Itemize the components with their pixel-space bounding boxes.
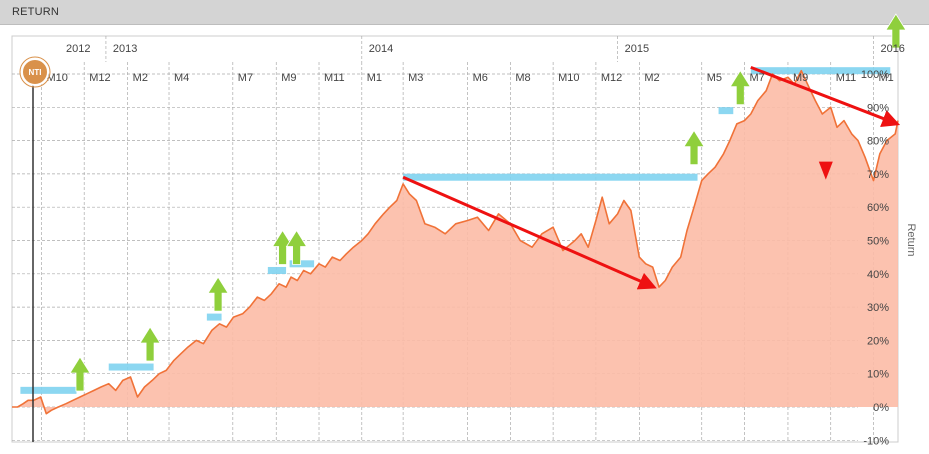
x-tick-label: M6	[473, 72, 488, 84]
x-tick-label: M9	[281, 72, 296, 84]
return-line	[12, 69, 899, 415]
x-tick-label: M12	[89, 72, 110, 84]
nti-badge[interactable]: NTI	[19, 56, 51, 88]
y-tick-label: 30%	[867, 302, 889, 314]
y-tick-label: 10%	[867, 369, 889, 381]
x-tick-label: M7	[749, 72, 764, 84]
return-series	[12, 69, 899, 415]
y-axis-title: Return	[905, 223, 917, 256]
badge-label: NTI	[29, 68, 42, 77]
y-tick-label: 20%	[867, 335, 889, 347]
level-bar	[289, 260, 315, 268]
x-tick-label: M3	[408, 72, 423, 84]
year-label: 2016	[880, 43, 904, 55]
x-tick-label: M2	[644, 72, 659, 84]
buy-signal-arrow	[285, 229, 308, 265]
y-tick-label: -10%	[863, 435, 889, 447]
badge-circle	[21, 58, 49, 86]
buy-signal-arrow	[139, 326, 161, 362]
x-tick-label: M8	[515, 72, 530, 84]
level-bar	[750, 67, 891, 75]
y-tick-label: 40%	[867, 269, 889, 281]
axes: -10% 0% 10% 20% 30% 40% 50% 60% 70% 80% 90% 100% 201…	[32, 43, 905, 447]
panel-header: RETURN	[0, 0, 929, 25]
x-tick-label: M9	[793, 72, 808, 84]
level-bar	[20, 386, 77, 394]
sell-signal-arrow	[818, 161, 833, 180]
level-bar	[108, 363, 154, 371]
y-tick-label: 70%	[867, 169, 889, 181]
x-tick-label: M1	[878, 72, 893, 84]
level-bars	[20, 67, 891, 394]
return-area	[12, 70, 898, 414]
y-tick-label: 90%	[867, 102, 889, 114]
x-tick-label: M2	[133, 72, 148, 84]
buy-signal-arrow	[683, 129, 705, 165]
badge-ring	[19, 56, 51, 88]
trend-arrow	[402, 175, 657, 290]
signals	[69, 13, 907, 392]
y-tick-label: 50%	[867, 236, 889, 248]
x-tick-label: M10	[46, 72, 67, 84]
trend-arrow	[750, 65, 901, 127]
y-tick-label: 100%	[861, 69, 889, 81]
trend-arrows	[402, 65, 901, 290]
buy-signal-arrow	[207, 276, 229, 312]
x-tick-label: M7	[238, 72, 253, 84]
level-bar	[267, 266, 287, 274]
x-tick-label: M5	[707, 72, 722, 84]
level-bar	[403, 173, 698, 181]
buy-signal-arrow	[885, 13, 907, 49]
x-tick-label: M11	[836, 72, 857, 84]
x-tick-label: M12	[601, 72, 622, 84]
buy-signal-arrow	[69, 356, 91, 392]
level-bar	[206, 313, 222, 321]
year-label: 2015	[625, 43, 649, 55]
x-tick-label: M1	[367, 72, 382, 84]
year-label: 2014	[369, 43, 393, 55]
panel-title: RETURN	[12, 6, 60, 18]
y-tick-label: 0%	[873, 402, 889, 414]
y-tick-label: 60%	[867, 202, 889, 214]
x-tick-label: M11	[324, 72, 345, 84]
buy-signal-arrow	[729, 69, 752, 106]
year-label: 2013	[113, 43, 137, 55]
year-label: 2012	[66, 43, 90, 55]
x-tick-label: M10	[558, 72, 579, 84]
level-bar	[718, 107, 734, 115]
x-tick-label: M4	[174, 72, 189, 84]
y-tick-label: 80%	[867, 136, 889, 148]
buy-signal-arrow	[271, 229, 294, 265]
